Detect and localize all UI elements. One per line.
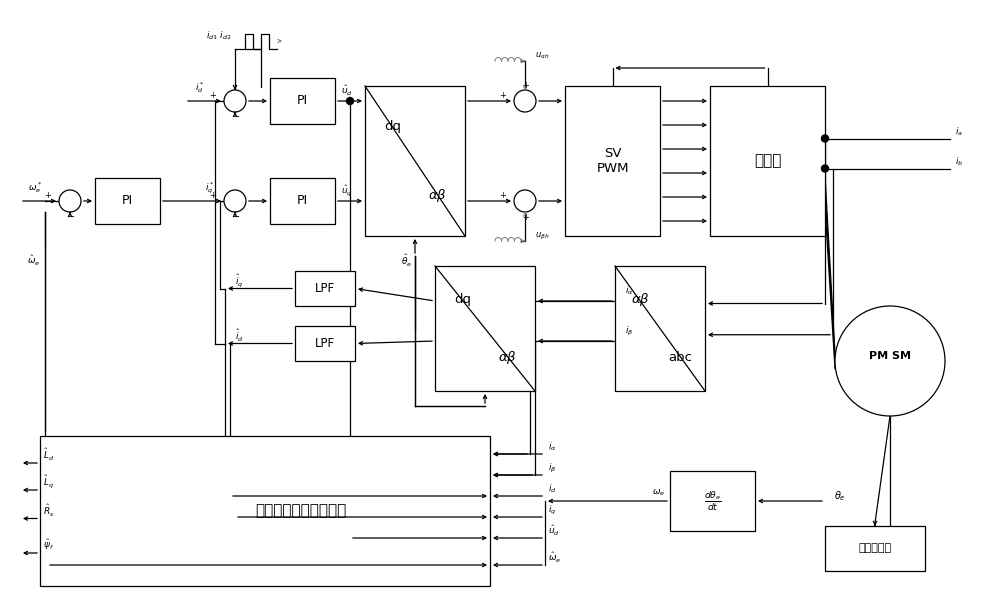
Text: −: − [232, 112, 240, 122]
Bar [40, 436, 490, 586]
Text: +: + [523, 81, 529, 89]
Text: $\theta_e$: $\theta_e$ [834, 489, 846, 503]
Text: $\hat{i}_d$: $\hat{i}_d$ [235, 327, 244, 343]
Text: $\frac{d\theta_e}{dt}$: $\frac{d\theta_e}{dt}$ [704, 489, 721, 513]
Bar [670, 471, 755, 531]
Text: $\hat{R}_s$: $\hat{R}_s$ [43, 502, 55, 519]
Bar [615, 266, 705, 391]
Text: $\hat{L}_q$: $\hat{L}_q$ [43, 474, 54, 491]
Text: $i_b$: $i_b$ [955, 155, 963, 168]
Bar [295, 271, 355, 306]
Text: dq: dq [384, 120, 402, 133]
Text: $i_d^*$: $i_d^*$ [195, 81, 205, 95]
Text: PI: PI [297, 194, 308, 208]
Text: 电阻电感磁链在线辨识: 电阻电感磁链在线辨识 [255, 503, 347, 519]
Bar [270, 78, 335, 124]
Text: $i_q^*$: $i_q^*$ [205, 180, 215, 196]
Bar [295, 326, 355, 361]
Text: +: + [45, 191, 51, 200]
Text: $\hat{u}_q$: $\hat{u}_q$ [341, 184, 353, 199]
Bar [825, 526, 925, 571]
Bar [435, 266, 535, 391]
Text: +: + [500, 92, 506, 100]
Text: $i_{\beta}$: $i_{\beta}$ [548, 461, 556, 475]
Text: $\omega_e$: $\omega_e$ [652, 488, 665, 498]
Text: PI: PI [122, 194, 133, 208]
Text: $\hat{L}_d$: $\hat{L}_d$ [43, 447, 54, 463]
Text: $i_{\alpha}$: $i_{\alpha}$ [548, 441, 557, 453]
Text: −: − [232, 212, 240, 222]
Text: +: + [210, 191, 216, 200]
Text: $\alpha\beta$: $\alpha\beta$ [428, 187, 446, 204]
Text: PM SM: PM SM [869, 351, 911, 361]
Text: 光电编码器: 光电编码器 [858, 544, 892, 554]
Text: $u_{\alpha h}$: $u_{\alpha h}$ [535, 51, 550, 61]
Text: +: + [523, 213, 529, 222]
Circle shape [224, 190, 246, 212]
Text: $\alpha\beta$: $\alpha\beta$ [631, 291, 650, 309]
Text: $\hat{\omega}_e$: $\hat{\omega}_e$ [27, 254, 40, 268]
Text: PI: PI [297, 95, 308, 108]
Circle shape [514, 90, 536, 112]
Text: $i_{d1}\ i_{d2}$: $i_{d1}\ i_{d2}$ [206, 30, 232, 42]
Text: +: + [210, 92, 216, 100]
Bar [95, 178, 160, 224]
Circle shape [822, 165, 828, 172]
Text: $\omega_e^*$: $\omega_e^*$ [28, 180, 42, 196]
Text: SV
PWM: SV PWM [596, 147, 629, 175]
Bar [565, 86, 660, 236]
Circle shape [514, 190, 536, 212]
Text: $\hat{\theta}_e$: $\hat{\theta}_e$ [401, 253, 412, 269]
Text: $u_{\beta h}$: $u_{\beta h}$ [535, 230, 549, 241]
Text: $\hat{\psi}_f$: $\hat{\psi}_f$ [43, 538, 54, 552]
Text: $\hat{i}_q$: $\hat{i}_q$ [235, 272, 243, 289]
Circle shape [347, 98, 354, 104]
Text: $\alpha\beta$: $\alpha\beta$ [498, 349, 516, 366]
Text: $\hat{u}_d$: $\hat{u}_d$ [548, 524, 560, 538]
Text: LPF: LPF [315, 337, 335, 350]
Text: 逆变器: 逆变器 [754, 153, 781, 169]
Circle shape [224, 90, 246, 112]
Circle shape [835, 306, 945, 416]
Text: +: + [500, 191, 506, 200]
Text: $i_{\alpha}$: $i_{\alpha}$ [625, 285, 634, 297]
Text: $\hat{u}_d$: $\hat{u}_d$ [341, 84, 353, 98]
Text: abc: abc [668, 351, 692, 364]
Text: dq: dq [454, 293, 472, 306]
Circle shape [59, 190, 81, 212]
Text: LPF: LPF [315, 282, 335, 295]
Bar [270, 178, 335, 224]
Bar [365, 86, 465, 236]
Text: $i_{\beta}$: $i_{\beta}$ [625, 324, 633, 337]
Text: $i_q$: $i_q$ [548, 503, 556, 516]
Bar [710, 86, 825, 236]
Text: −: − [67, 212, 75, 222]
Text: $\hat{\omega}_e$: $\hat{\omega}_e$ [548, 551, 561, 565]
Text: $i_d$: $i_d$ [548, 483, 557, 496]
Text: $i_a$: $i_a$ [955, 125, 963, 137]
Circle shape [822, 135, 828, 142]
